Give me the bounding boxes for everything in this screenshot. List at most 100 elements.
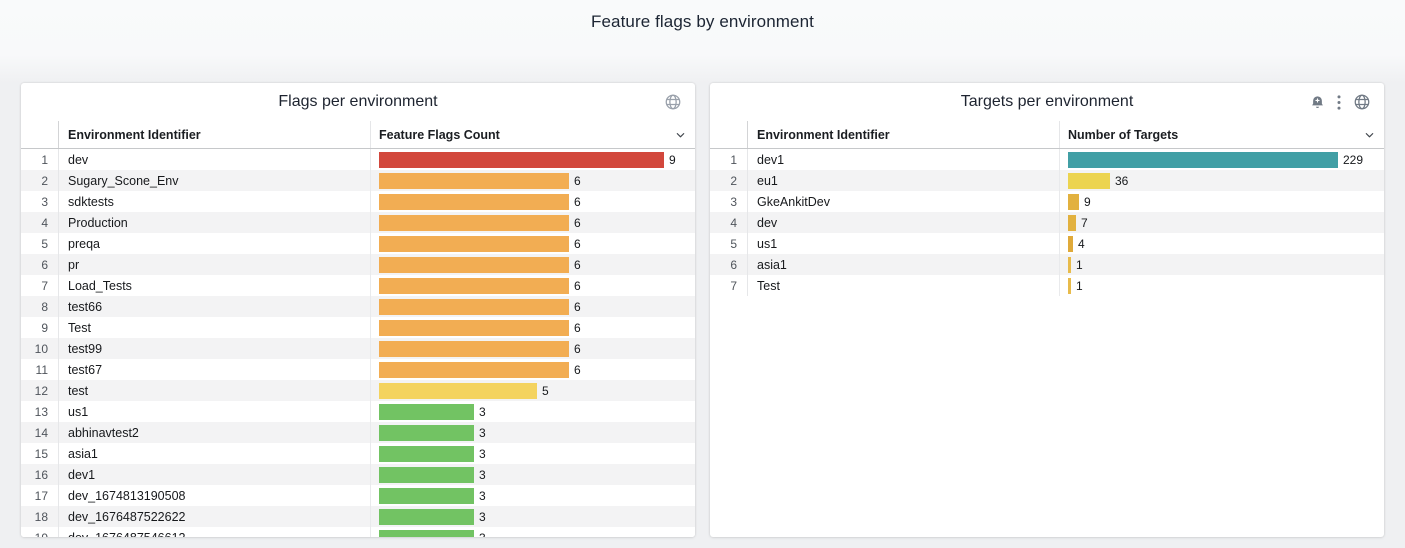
gauge-bar [1068, 214, 1076, 231]
gauge-bar [379, 445, 474, 462]
page-title: Feature flags by environment [591, 12, 814, 31]
table-body: 1 dev1 229 2 eu1 36 3 GkeAnkitDev 9 4 dev 7 5 us1 4 6 as… [710, 149, 1384, 537]
gauge-value: 1 [1076, 257, 1083, 272]
gauge-value: 7 [1081, 215, 1088, 230]
panel-title[interactable]: Flags per environment [278, 93, 438, 110]
row-index: 9 [21, 317, 59, 338]
table-row: 3 GkeAnkitDev 9 [710, 191, 1384, 212]
environment-cell: pr [59, 254, 371, 275]
gauge-cell: 3 [371, 506, 695, 527]
environment-cell: test99 [59, 338, 371, 359]
table-header: Environment Identifier Feature Flags Cou… [21, 121, 695, 149]
gauge-value: 3 [479, 509, 486, 524]
row-index: 6 [710, 254, 748, 275]
table-row: 19dev_1676487546612 3 [21, 527, 695, 537]
gauge-value: 6 [574, 341, 581, 356]
column-header-environment[interactable]: Environment Identifier [59, 121, 371, 148]
environment-cell: test66 [59, 296, 371, 317]
environment-cell: Sugary_Scone_Env [59, 170, 371, 191]
gauge-cell: 1 [1060, 254, 1384, 275]
row-index: 14 [21, 422, 59, 443]
gauge-value: 6 [574, 320, 581, 335]
gauge-bar [379, 466, 474, 483]
environment-cell: us1 [59, 401, 371, 422]
gauge-cell: 6 [371, 233, 695, 254]
row-index: 5 [710, 233, 748, 254]
column-header-environment[interactable]: Environment Identifier [748, 121, 1060, 148]
row-index: 17 [21, 485, 59, 506]
gauge-bar [379, 424, 474, 441]
column-header-value[interactable]: Feature Flags Count [379, 127, 500, 142]
panel-header-icons [664, 83, 682, 121]
environment-cell: dev1 [59, 464, 371, 485]
gauge-bar [379, 298, 569, 315]
environment-cell: GkeAnkitDev [748, 191, 1060, 212]
gauge-value: 1 [1076, 278, 1083, 293]
row-index: 4 [710, 212, 748, 233]
table-row: 11 test67 6 [21, 359, 695, 380]
globe-icon[interactable] [664, 93, 682, 111]
table-row: 7 Load_Tests 6 [21, 275, 695, 296]
row-index: 3 [21, 191, 59, 212]
chevron-down-icon[interactable] [1364, 129, 1375, 140]
panels-row: Flags per environment Environment Identi… [21, 83, 1384, 537]
environment-cell: Load_Tests [59, 275, 371, 296]
gauge-cell: 4 [1060, 233, 1384, 254]
gauge-value: 6 [574, 278, 581, 293]
table-row: 5 preqa 6 [21, 233, 695, 254]
table-row: 15 asia1 3 [21, 443, 695, 464]
table-row: 4 dev 7 [710, 212, 1384, 233]
table-row: 6 asia1 1 [710, 254, 1384, 275]
table-row: 14 abhinavtest2 3 [21, 422, 695, 443]
gauge-cell: 3 [371, 464, 695, 485]
gauge-bar [379, 382, 537, 399]
chevron-down-icon[interactable] [675, 129, 686, 140]
table-row: 5 us1 4 [710, 233, 1384, 254]
globe-icon[interactable] [1353, 93, 1371, 111]
gauge-bar [379, 277, 569, 294]
row-index: 15 [21, 443, 59, 464]
row-index: 6 [21, 254, 59, 275]
row-index: 12 [21, 380, 59, 401]
kebab-menu-icon[interactable] [1337, 94, 1341, 110]
panel-header: Targets per environment [710, 83, 1384, 121]
table-row: 6 pr 6 [21, 254, 695, 275]
environment-cell: test [59, 380, 371, 401]
column-header-value[interactable]: Number of Targets [1068, 127, 1179, 142]
row-index: 2 [21, 170, 59, 191]
environment-cell: dev_1676487522622 [59, 506, 371, 527]
gauge-cell: 6 [371, 317, 695, 338]
gauge-cell: 3 [371, 485, 695, 506]
row-index: 1 [21, 149, 59, 170]
table-row: 1 dev 9 [21, 149, 695, 170]
gauge-value: 6 [574, 236, 581, 251]
gauge-bar [379, 508, 474, 525]
gauge-bar [1068, 172, 1110, 189]
environment-cell: sdktests [59, 191, 371, 212]
gauge-bar [379, 151, 664, 168]
environment-cell: dev [59, 149, 371, 170]
table-row: 9 Test 6 [21, 317, 695, 338]
gauge-cell: 5 [371, 380, 695, 401]
environment-cell: us1 [748, 233, 1060, 254]
gauge-bar [379, 487, 474, 504]
table-row: 4 Production 6 [21, 212, 695, 233]
gauge-cell: 1 [1060, 275, 1384, 296]
table-header: Environment Identifier Number of Targets [710, 121, 1384, 149]
environment-cell: Production [59, 212, 371, 233]
panel-title[interactable]: Targets per environment [960, 93, 1134, 110]
row-index: 18 [21, 506, 59, 527]
table-row: 2 Sugary_Scone_Env 6 [21, 170, 695, 191]
gauge-bar [379, 256, 569, 273]
gauge-bar [379, 529, 474, 537]
gauge-value: 6 [574, 362, 581, 377]
gauge-bar [379, 193, 569, 210]
gauge-bar [1068, 256, 1071, 273]
row-index: 11 [21, 359, 59, 380]
bell-plus-icon [1310, 94, 1325, 110]
environment-cell: abhinavtest2 [59, 422, 371, 443]
row-index: 19 [21, 527, 59, 537]
table-row: 16 dev1 3 [21, 464, 695, 485]
gauge-value: 9 [1084, 194, 1091, 209]
gauge-cell: 9 [371, 149, 695, 170]
